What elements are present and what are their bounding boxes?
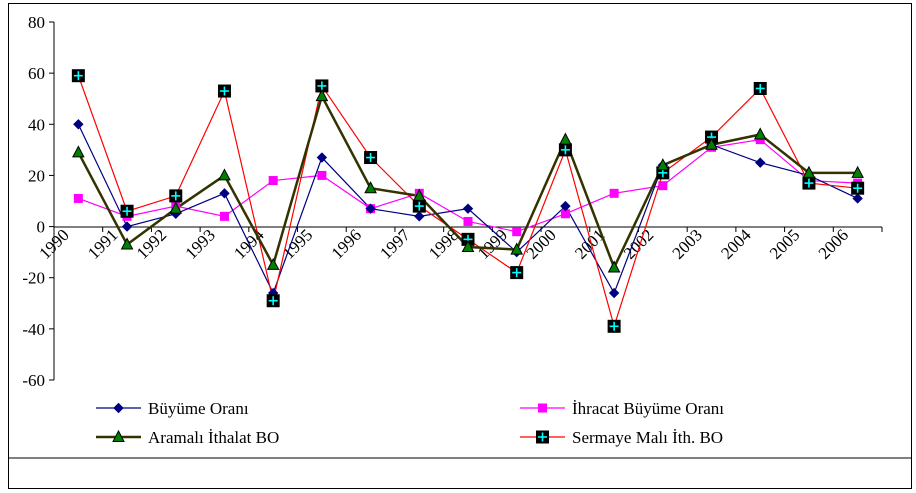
legend: Büyüme Oranı İhracat Büyüme Oranı Aramalı … [96,399,724,447]
legend-label: Sermaye Malı İth. BO [572,428,723,447]
legend-label: Büyüme Oranı [148,399,249,418]
y-tick-label: -60 [22,371,45,390]
data-point [705,137,718,150]
data-point [609,188,619,198]
x-axis-ticks: 1990 1991 1992 1993 1994 1995 1996 1997 1998 1999… [35,225,883,263]
x-tick-label: 1995 [279,225,316,262]
data-point [217,84,231,98]
y-tick-label: 20 [28,166,45,185]
data-point [120,204,134,218]
data-point [316,152,328,163]
data-point [560,200,571,212]
x-tick-label: 2003 [669,225,706,262]
data-point [512,227,522,237]
legend-entry: Aramalı İthalat BO [96,428,279,447]
series-markers-0 [73,119,863,299]
legend-marker [536,430,549,444]
chart-frame [8,3,912,489]
series-markers-1 [73,135,863,237]
legend-entry: Sermaye Malı İth. BO [520,428,723,447]
data-point [755,157,766,168]
series-3 [77,75,858,329]
data-point [559,132,572,145]
data-point [802,165,816,178]
y-tick-label: 40 [28,115,45,134]
data-point [315,79,329,93]
series-layer [71,69,865,333]
data-point [510,266,524,280]
data-point [120,237,134,250]
y-axis-ticks: 80 60 40 20 0 -20 -40 -60 [22,13,54,390]
x-tick-label: 2005 [766,225,803,262]
data-point [463,216,473,226]
data-point [72,145,85,158]
legend-marker [113,402,124,414]
data-point [121,221,133,232]
data-point [802,176,816,190]
data-point [268,176,278,186]
y-tick-label: 80 [28,13,45,32]
series-markers-2 [72,89,864,273]
x-tick-label: 2001 [571,225,608,262]
data-point [73,119,84,130]
legend-marker [538,403,547,413]
data-point [364,181,377,194]
data-point [219,188,230,199]
legend-marker [112,429,125,442]
data-point [658,181,668,191]
data-point [753,81,767,95]
data-point [462,203,474,214]
legend-label: Aramalı İthalat BO [148,428,279,447]
legend-entry: İhracat Büyüme Oranı [520,399,724,418]
data-point [852,193,863,204]
data-point [365,203,376,214]
x-tick-label: 2006 [815,225,852,262]
data-point [510,242,524,255]
data-point [169,201,183,214]
data-point [656,158,670,171]
data-point [851,165,864,178]
y-tick-label: 0 [37,218,46,237]
data-point [266,257,280,270]
x-tick-label: 1991 [84,225,121,262]
data-point [607,260,621,273]
data-point [412,199,426,213]
data-point [169,189,183,203]
data-point [266,294,280,308]
series-markers-3 [71,69,865,333]
data-point [317,170,327,180]
data-point [364,151,378,165]
data-point [219,211,229,221]
data-point [461,239,475,253]
y-tick-label: -40 [22,320,45,339]
data-point [753,127,767,140]
data-point [412,188,426,201]
data-point [73,193,83,203]
legend-entry: Büyüme Oranı [96,399,249,418]
data-point [607,319,621,333]
data-point [315,89,329,102]
x-tick-label: 1997 [376,225,414,263]
data-point [558,143,572,157]
data-point [414,211,425,222]
legend-label: İhracat Büyüme Oranı [572,399,724,418]
y-tick-label: -20 [22,269,45,288]
data-point [851,181,865,195]
y-tick-label: 60 [28,64,45,83]
data-point [71,69,85,83]
x-tick-label: 2004 [717,225,755,263]
series-line [77,75,858,329]
x-tick-label: 1992 [133,225,170,262]
data-point [218,168,231,181]
data-point [608,287,620,299]
x-tick-label: 1996 [328,225,365,262]
x-tick-label: 1993 [181,225,218,262]
x-tick-label: 1998 [425,225,462,262]
